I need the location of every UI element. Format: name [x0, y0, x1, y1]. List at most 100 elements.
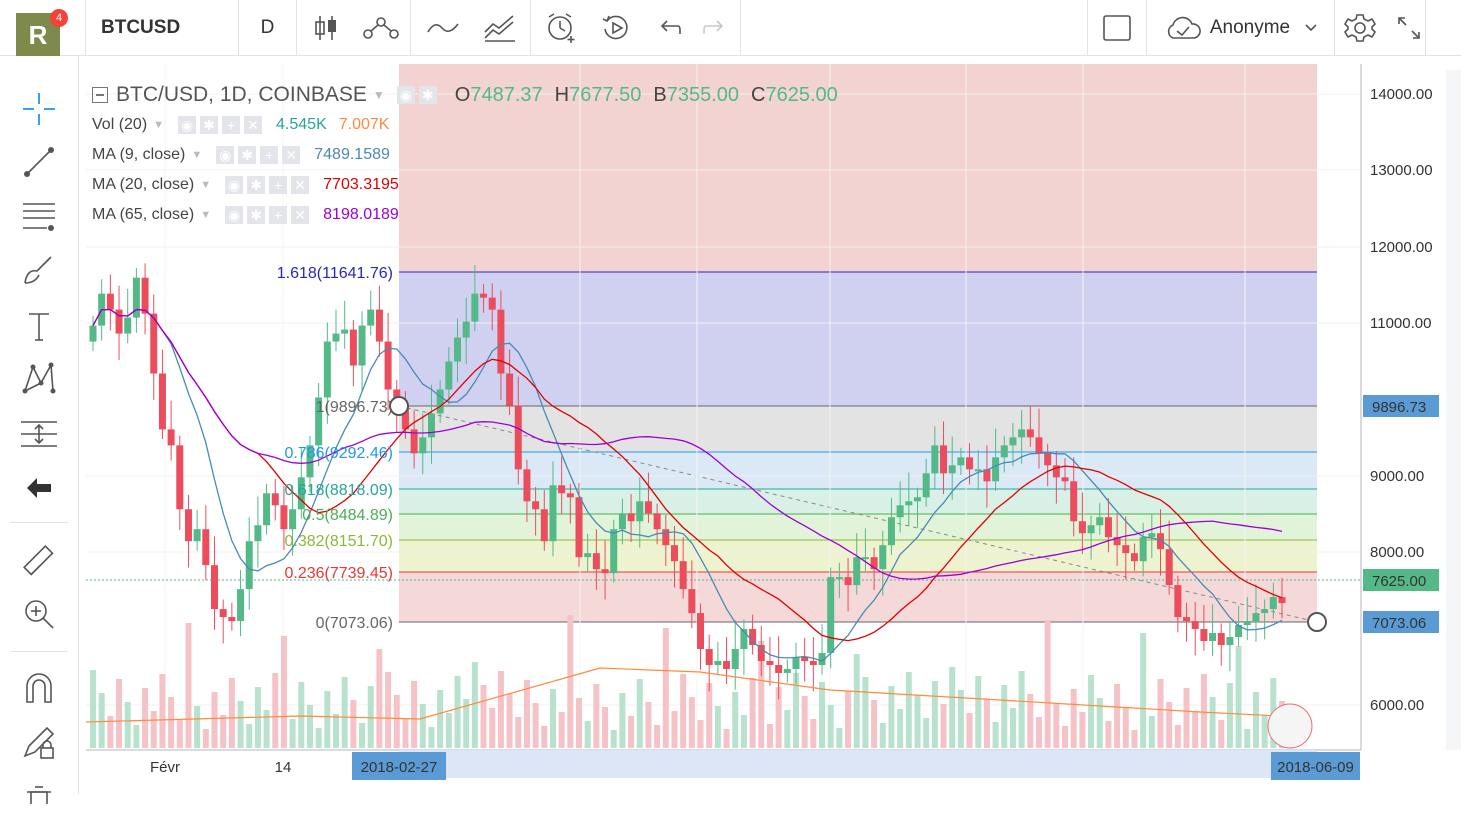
pattern-icon[interactable] [14, 359, 64, 399]
eye-icon[interactable]: ◉ [225, 176, 244, 194]
volume-ma-line [86, 667, 1281, 723]
close-icon[interactable]: ✕ [244, 116, 263, 134]
alert-icon[interactable] [535, 0, 587, 55]
close-icon[interactable]: ✕ [282, 146, 301, 164]
candle-body [601, 569, 609, 574]
candle-body [731, 649, 739, 669]
collapse-icon[interactable] [92, 87, 108, 103]
zoom-icon[interactable] [14, 594, 64, 634]
volume-bar [680, 674, 687, 748]
indicator-row[interactable]: MA (20, close) ▼ ◉ ✱ + ✕ 7703.3195 [92, 170, 838, 200]
volume-bar [1027, 694, 1034, 748]
trendline-icon[interactable] [14, 142, 64, 182]
volume-bar [636, 679, 643, 748]
volume-bar [107, 716, 114, 748]
volume-bar [176, 720, 183, 748]
eye-icon[interactable]: ◉ [225, 206, 244, 224]
volume-bar [454, 676, 461, 748]
volume-bar [792, 673, 799, 748]
magnet-icon[interactable] [14, 668, 64, 708]
symbol-search[interactable]: BTCUSD [101, 16, 181, 38]
close-icon[interactable]: ✕ [291, 206, 310, 224]
trash-icon[interactable] [14, 774, 64, 814]
settings-icon[interactable]: ✱ [247, 206, 266, 224]
fullscreen-icon[interactable] [1394, 0, 1424, 55]
crosshair-icon[interactable] [14, 89, 64, 129]
ohlc-value: 7677.50 [569, 84, 642, 106]
indicator-name[interactable]: MA (9, close) [92, 146, 186, 163]
redo-icon[interactable] [692, 0, 736, 55]
candles-icon[interactable] [305, 0, 347, 55]
divider [530, 0, 531, 55]
volume-bar [871, 700, 878, 748]
candle-body [783, 668, 791, 673]
candle-body [1087, 525, 1095, 534]
price-chart[interactable]: 1.618(11641.76) 1(9896.73) 0.786(9292.46) 0… [86, 64, 1461, 794]
ruler-icon[interactable] [14, 541, 64, 581]
add-icon[interactable]: + [269, 206, 288, 224]
candle-body [341, 329, 349, 334]
eye-icon[interactable]: ◉ [178, 116, 197, 134]
fib-anchor-handle [1307, 612, 1327, 632]
user-menu[interactable]: Anonyme [1148, 0, 1334, 55]
indicators-icon[interactable] [356, 0, 406, 55]
templates-icon[interactable] [474, 0, 526, 55]
candle-body [827, 577, 835, 653]
chevron-down-icon[interactable]: ▼ [200, 179, 212, 191]
volume-bar [428, 727, 435, 748]
chevron-down-icon[interactable]: ▼ [372, 88, 385, 102]
candle-body [896, 505, 904, 518]
candle-body [167, 429, 175, 446]
right-scroll-panel[interactable] [1446, 70, 1461, 750]
settings-icon[interactable]: ✱ [238, 146, 257, 164]
volume-bar [1122, 707, 1129, 748]
indicator-name[interactable]: Vol (20) [92, 116, 148, 133]
settings-icon[interactable]: ✱ [247, 176, 266, 194]
eye-icon[interactable]: ◉ [216, 146, 235, 164]
candle-body [323, 341, 331, 398]
indicator-value: 7489.1589 [314, 146, 390, 163]
back-arrow-icon[interactable] [14, 468, 64, 508]
compare-icon[interactable] [418, 0, 468, 55]
volume-bar [402, 718, 409, 748]
lock-drawing-icon[interactable] [14, 722, 64, 762]
undo-icon[interactable] [648, 0, 692, 55]
add-icon[interactable]: + [260, 146, 279, 164]
candle-body [219, 609, 227, 618]
add-icon[interactable]: + [222, 116, 241, 134]
indicator-row[interactable]: MA (9, close) ▼ ◉ ✱ + ✕ 7489.1589 [92, 140, 838, 170]
candle-body [89, 325, 97, 342]
settings-icon[interactable] [1338, 0, 1382, 55]
chevron-down-icon[interactable]: ▼ [191, 149, 203, 161]
indicator-name[interactable]: MA (20, close) [92, 176, 195, 193]
volume-bar [532, 703, 539, 748]
interval-button[interactable]: D [260, 16, 275, 38]
text-icon[interactable] [14, 306, 64, 346]
grid [86, 64, 1361, 750]
volume-bar [1140, 633, 1147, 748]
add-icon[interactable]: + [269, 176, 288, 194]
candle-body [184, 509, 192, 542]
settings-icon[interactable]: ✱ [200, 116, 219, 134]
layout-icon[interactable] [1095, 0, 1139, 55]
candle-body [1122, 545, 1130, 554]
forecast-icon[interactable] [14, 414, 64, 454]
candle-body [575, 497, 583, 558]
settings-icon[interactable]: ✱ [418, 86, 437, 104]
candle-body [1035, 437, 1043, 454]
chevron-down-icon[interactable]: ▼ [200, 209, 212, 221]
eye-icon[interactable]: ◉ [396, 86, 415, 104]
close-icon[interactable]: ✕ [291, 176, 310, 194]
series-title[interactable]: BTC/USD, 1D, COINBASE [116, 83, 367, 106]
candle-body [532, 501, 540, 510]
replay-icon[interactable] [590, 0, 642, 55]
volume-bar [836, 728, 843, 748]
logo-letter: R [28, 19, 48, 50]
indicator-name[interactable]: MA (65, close) [92, 206, 195, 223]
indicator-row[interactable]: Vol (20) ▼ ◉ ✱ + ✕ 4.545K 7.007K [92, 110, 838, 140]
chevron-down-icon[interactable]: ▼ [153, 119, 165, 131]
volume-bar [1001, 685, 1008, 748]
indicator-row[interactable]: MA (65, close) ▼ ◉ ✱ + ✕ 8198.0189 [92, 200, 838, 230]
fib-icon[interactable] [14, 196, 64, 236]
brush-icon[interactable] [14, 251, 64, 291]
